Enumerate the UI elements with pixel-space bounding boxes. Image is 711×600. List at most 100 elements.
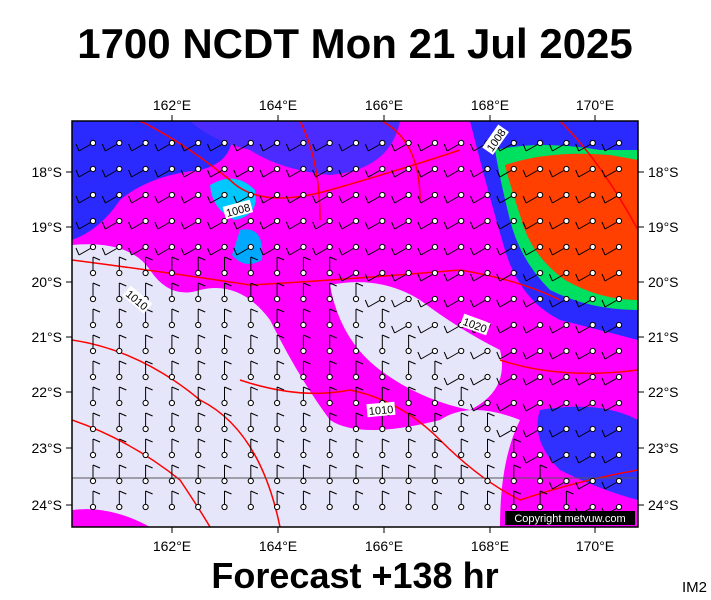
barb-station (484, 373, 491, 381)
barb-station (537, 139, 544, 147)
barb-station (221, 425, 228, 433)
field-cyan (232, 229, 263, 264)
barb-flag (154, 169, 159, 178)
barb-flag (171, 308, 180, 313)
barb-flag (434, 438, 443, 443)
barb-station (458, 269, 465, 277)
barb-station (615, 191, 623, 199)
longitude-label: 166°E (365, 97, 403, 113)
barb-station (168, 347, 175, 355)
barb-station (352, 321, 360, 329)
barb-flag (522, 273, 527, 282)
barb-station (326, 503, 333, 511)
barb-station (300, 165, 307, 173)
barb-flag (575, 247, 580, 256)
barb-station (405, 399, 412, 407)
barb-flag (548, 325, 553, 334)
barb-flag (408, 334, 416, 339)
barb-station (274, 191, 281, 199)
barb-station (142, 399, 149, 407)
barb-flag (329, 412, 337, 417)
barb-station (274, 217, 281, 225)
barb-station (458, 217, 465, 225)
barb-station (484, 269, 491, 277)
barb-flag (443, 377, 448, 386)
barb-station (142, 451, 149, 459)
barb-station (379, 139, 386, 147)
barb-station (326, 295, 333, 303)
barb-flag (548, 195, 553, 204)
barb-station (274, 165, 281, 173)
barb-flag (101, 169, 106, 178)
barb-flag (180, 221, 185, 230)
barb-flag (92, 412, 101, 417)
barb-flag (575, 221, 580, 230)
barb-station (615, 243, 623, 251)
barb-station (195, 399, 202, 407)
barb-flag (198, 386, 206, 391)
barb-station (300, 373, 307, 381)
longitude-label: 162°E (153, 538, 191, 554)
barb-station (431, 451, 438, 459)
barb-flag (276, 256, 285, 261)
barb-flag (443, 351, 448, 360)
barb-flag (417, 221, 422, 230)
barb-flag (119, 308, 127, 313)
barb-flag (601, 325, 606, 334)
barb-flag (470, 195, 474, 204)
barb-station (563, 321, 570, 329)
barb-flag (443, 325, 448, 334)
field-blue (537, 406, 638, 500)
barb-station (168, 191, 175, 199)
barb-flag (276, 464, 285, 469)
barb-station (168, 399, 175, 407)
barb-station (300, 139, 307, 147)
barb-flag (391, 273, 396, 282)
barb-flag (276, 490, 285, 495)
barb-station (484, 451, 491, 459)
latitude-label: 22°S (31, 384, 62, 400)
title: 1700 NCDT Mon 21 Jul 2025 (77, 20, 633, 67)
barb-flag (303, 490, 311, 495)
barb-station (247, 191, 254, 199)
barb-station (221, 191, 228, 199)
barb-station (168, 503, 175, 511)
barb-flag (338, 247, 343, 256)
barb-flag (119, 256, 127, 261)
barb-flag (522, 169, 527, 178)
barb-station (352, 503, 360, 511)
barb-flag (548, 403, 553, 412)
barb-station (195, 295, 202, 303)
barb-flag (285, 169, 290, 178)
barb-station (89, 425, 97, 433)
barb-station (431, 321, 438, 329)
barb-flag (548, 169, 553, 178)
barb-station (274, 295, 281, 303)
barb-station (431, 477, 438, 485)
barb-station (168, 477, 175, 485)
barb-flag (224, 282, 232, 287)
barb-station (484, 191, 491, 199)
barb-station (352, 477, 360, 485)
barb-station (142, 477, 149, 485)
barb-station (379, 295, 386, 303)
barb-station (221, 399, 228, 407)
barb-flag (522, 299, 527, 308)
barb-flag (443, 143, 448, 152)
barb-station (300, 347, 307, 355)
barb-station (195, 243, 202, 251)
barb-station (589, 347, 596, 355)
barb-station (168, 269, 175, 277)
barb-station (458, 347, 465, 355)
barb-station (168, 243, 175, 251)
barb-station (379, 477, 386, 485)
barb-station (247, 477, 254, 485)
barb-flag (285, 195, 290, 204)
barb-flag (250, 386, 258, 391)
barb-station (274, 139, 281, 147)
barb-flag (461, 438, 469, 443)
barb-station (589, 217, 596, 225)
barb-flag (312, 221, 317, 230)
barb-station (195, 269, 202, 277)
barb-flag (329, 308, 337, 313)
